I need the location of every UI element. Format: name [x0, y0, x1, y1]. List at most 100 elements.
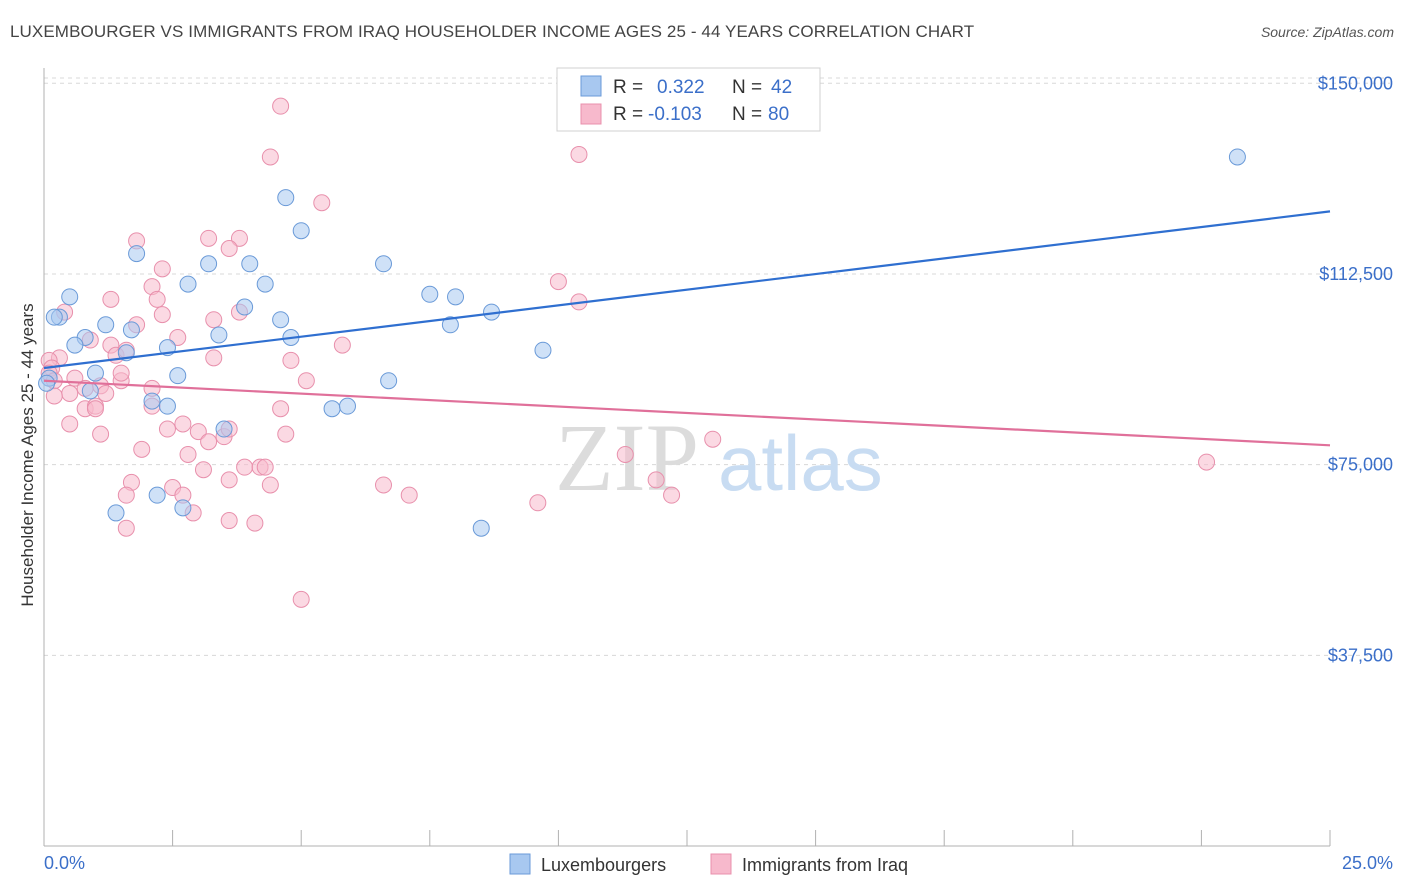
stats-n-value-blue: 42 [771, 77, 792, 98]
point-luxembourger [210, 326, 228, 344]
stats-r-value-blue: 0.322 [657, 77, 705, 98]
point-immigrants-from-iraq [236, 458, 254, 476]
point-immigrants-from-iraq [174, 415, 192, 433]
point-luxembourger [380, 372, 398, 390]
x-tick-marks [43, 830, 1331, 846]
point-immigrants-from-iraq [148, 290, 166, 308]
point-immigrants-from-iraq [205, 349, 223, 367]
point-immigrants-from-iraq [194, 461, 212, 479]
point-luxembourger [122, 321, 140, 339]
point-luxembourger [215, 420, 233, 438]
stats-swatch-pink [580, 103, 602, 125]
point-immigrants-from-iraq [220, 471, 238, 489]
point-immigrants-from-iraq [246, 514, 264, 532]
point-immigrants-from-iraq [112, 364, 130, 382]
point-immigrants-from-iraq [549, 273, 567, 291]
point-luxembourger [158, 397, 176, 415]
point-immigrants-from-iraq [200, 433, 218, 451]
point-immigrants-from-iraq [647, 471, 665, 489]
point-immigrants-from-iraq [153, 306, 171, 324]
point-immigrants-from-iraq [45, 387, 63, 405]
point-luxembourger [472, 519, 490, 537]
y-tick-label: $37,500 [1328, 645, 1393, 665]
point-luxembourger [148, 486, 166, 504]
point-luxembourger [97, 316, 115, 334]
point-immigrants-from-iraq [292, 590, 310, 608]
point-immigrants-from-iraq [375, 476, 393, 494]
chart-source: Source: ZipAtlas.com [1260, 24, 1394, 40]
point-immigrants-from-iraq [261, 148, 279, 166]
point-luxembourger [107, 504, 125, 522]
point-luxembourger [61, 288, 79, 306]
stats-r-label-pink: R = [613, 104, 643, 125]
point-luxembourger [421, 285, 439, 303]
y-tick-label: $150,000 [1318, 73, 1393, 93]
point-immigrants-from-iraq [179, 445, 197, 463]
point-immigrants-from-iraq [297, 372, 315, 390]
point-immigrants-from-iraq [313, 194, 331, 212]
point-immigrants-from-iraq [102, 290, 120, 308]
x-tick-label-max: 25.0% [1342, 853, 1393, 873]
point-immigrants-from-iraq [529, 494, 547, 512]
point-luxembourger [143, 392, 161, 410]
trend-line-luxembourgers [43, 210, 1331, 370]
stats-swatch-blue [580, 75, 602, 97]
point-immigrants-from-iraq [97, 384, 115, 402]
point-luxembourger [338, 397, 356, 415]
point-luxembourger [169, 367, 187, 385]
point-luxembourger [81, 382, 99, 400]
point-immigrants-from-iraq [220, 512, 238, 530]
point-immigrants-from-iraq [570, 145, 588, 163]
trend-lines [43, 210, 1331, 447]
series-immigrants-from-iraq [40, 97, 1216, 608]
point-luxembourger [534, 341, 552, 359]
legend: Luxembourgers Immigrants from Iraq [509, 853, 908, 875]
legend-label-iraq: Immigrants from Iraq [742, 855, 908, 875]
legend-swatch-iraq [710, 853, 732, 875]
point-immigrants-from-iraq [61, 384, 79, 402]
y-tick-labels: $37,500 $75,000 $112,500 $150,000 [1318, 73, 1393, 665]
point-luxembourger [272, 311, 290, 329]
point-immigrants-from-iraq [256, 458, 274, 476]
point-immigrants-from-iraq [272, 97, 290, 115]
point-immigrants-from-iraq [117, 486, 135, 504]
point-luxembourger [447, 288, 465, 306]
point-immigrants-from-iraq [158, 420, 176, 438]
point-immigrants-from-iraq [272, 400, 290, 418]
stats-n-label-blue: N = [732, 77, 762, 98]
point-luxembourger [179, 275, 197, 293]
point-immigrants-from-iraq [1198, 453, 1216, 471]
point-immigrants-from-iraq [230, 229, 248, 247]
point-immigrants-from-iraq [86, 400, 104, 418]
point-immigrants-from-iraq [200, 229, 218, 247]
point-immigrants-from-iraq [92, 425, 110, 443]
point-luxembourger [200, 255, 218, 273]
point-immigrants-from-iraq [169, 329, 187, 347]
point-immigrants-from-iraq [117, 519, 135, 537]
point-immigrants-from-iraq [189, 423, 207, 441]
chart-title: LUXEMBOURGER VS IMMIGRANTS FROM IRAQ HOU… [10, 22, 975, 41]
point-immigrants-from-iraq [704, 430, 722, 448]
point-luxembourger [441, 316, 459, 334]
series-luxembourgers [38, 148, 1246, 537]
stats-r-value-pink: -0.103 [648, 104, 702, 125]
stats-n-label-pink: N = [732, 104, 762, 125]
point-immigrants-from-iraq [61, 415, 79, 433]
point-luxembourger [174, 499, 192, 517]
point-luxembourger [1228, 148, 1246, 166]
point-immigrants-from-iraq [282, 351, 300, 369]
point-luxembourger [45, 308, 63, 326]
point-luxembourger [375, 255, 393, 273]
point-luxembourger [236, 298, 254, 316]
watermark-atlas: atlas [718, 419, 883, 507]
grid-lines [44, 77, 1390, 656]
y-axis-label: Householder Income Ages 25 - 44 years [18, 303, 37, 606]
point-luxembourger [292, 222, 310, 240]
point-immigrants-from-iraq [153, 260, 171, 278]
point-immigrants-from-iraq [663, 486, 681, 504]
point-luxembourger [241, 255, 259, 273]
stats-r-label-blue: R = [613, 77, 643, 98]
point-luxembourger [38, 374, 56, 392]
point-luxembourger [256, 275, 274, 293]
point-immigrants-from-iraq [333, 336, 351, 354]
